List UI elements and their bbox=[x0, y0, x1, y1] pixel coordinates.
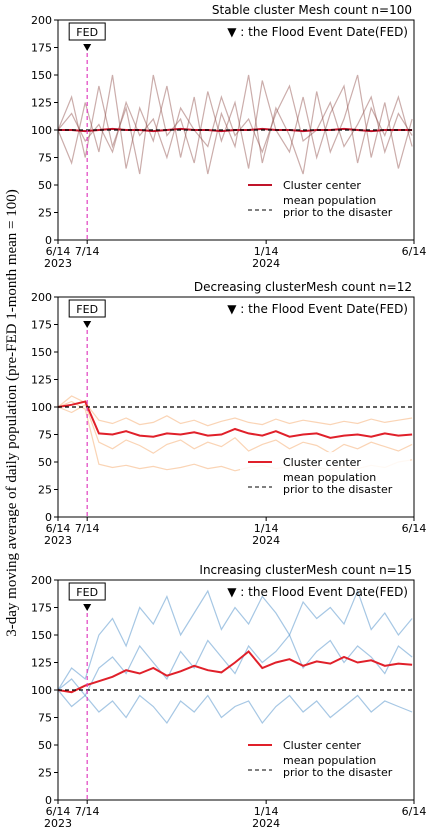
y-tick-label: 150 bbox=[31, 69, 52, 82]
legend-label: mean population prior to the disaster bbox=[283, 471, 393, 496]
chart-title: Stable cluster Mesh count n=100 bbox=[212, 3, 412, 17]
y-tick-label: 0 bbox=[45, 794, 52, 807]
event-marker bbox=[83, 44, 92, 51]
legend-label: mean population prior to the disaster bbox=[283, 194, 393, 219]
y-tick-label: 75 bbox=[38, 429, 52, 442]
y-tick-label: 125 bbox=[31, 97, 52, 110]
mesh-line bbox=[58, 589, 413, 691]
x-tick-label: 1/14 2024 bbox=[252, 245, 280, 270]
x-tick-label: 7/14 bbox=[75, 522, 100, 535]
cluster-center-line bbox=[58, 400, 413, 439]
y-tick-label: 150 bbox=[31, 629, 52, 642]
y-tick-label: 100 bbox=[31, 684, 52, 697]
y-axis-label: 3-day moving average of daily population… bbox=[4, 189, 20, 637]
x-tick-label: 6/14 2023 bbox=[44, 245, 72, 270]
y-tick-label: 125 bbox=[31, 374, 52, 387]
event-note: ▼ : the Flood Event Date(FED) bbox=[227, 585, 408, 599]
y-tick-label: 25 bbox=[38, 207, 52, 220]
event-box bbox=[68, 22, 106, 41]
mesh-line bbox=[58, 689, 413, 725]
frame bbox=[57, 579, 415, 801]
y-tick-label: 50 bbox=[38, 739, 52, 752]
y-tick-label: 175 bbox=[31, 319, 52, 332]
chart-title: Decreasing clusterMesh count n=12 bbox=[194, 280, 412, 294]
y-tick-label: 75 bbox=[38, 152, 52, 165]
lines bbox=[58, 74, 413, 175]
legend-label: mean population prior to the disaster bbox=[283, 754, 393, 779]
mesh-line bbox=[58, 395, 413, 427]
mesh-line bbox=[58, 74, 413, 175]
x-tick-label: 6/14 2023 bbox=[44, 805, 72, 827]
event-label: FED bbox=[76, 303, 98, 316]
x-tick-label: 1/14 2024 bbox=[252, 522, 280, 547]
lines bbox=[58, 395, 413, 472]
x-tick-label: 6/14 bbox=[402, 522, 427, 535]
y-tick-label: 25 bbox=[38, 484, 52, 497]
x-tick-label: 7/14 bbox=[75, 805, 100, 818]
y-tick-label: 75 bbox=[38, 712, 52, 725]
panel: Stable cluster Mesh count n=100 0 25 50 75 10… bbox=[31, 3, 426, 270]
x-tick-label: 6/14 bbox=[402, 805, 427, 818]
y-tick-label: 175 bbox=[31, 42, 52, 55]
y-tick-label: 0 bbox=[45, 234, 52, 247]
y-tick-label: 150 bbox=[31, 346, 52, 359]
y-tick-label: 25 bbox=[38, 767, 52, 780]
legend-label: Cluster center bbox=[283, 179, 361, 192]
y-tick-label: 0 bbox=[45, 511, 52, 524]
x-tick-label: 6/14 2023 bbox=[44, 522, 72, 547]
y-tick-label: 200 bbox=[31, 574, 52, 587]
event-box bbox=[68, 582, 106, 601]
y-tick-label: 100 bbox=[31, 401, 52, 414]
x-tick-label: 1/14 2024 bbox=[252, 805, 280, 827]
mesh-line bbox=[58, 633, 413, 697]
y-tick-label: 200 bbox=[31, 14, 52, 27]
event-note: ▼ : the Flood Event Date(FED) bbox=[227, 302, 408, 316]
event-marker bbox=[83, 604, 92, 611]
cluster-center-line bbox=[58, 650, 413, 694]
event-note: ▼ : the Flood Event Date(FED) bbox=[227, 25, 408, 39]
y-tick-label: 175 bbox=[31, 602, 52, 615]
legend-label: Cluster center bbox=[283, 456, 361, 469]
chart-title: Increasing clusterMesh count n=15 bbox=[199, 563, 412, 577]
mesh-line bbox=[58, 74, 413, 175]
y-tick-label: 125 bbox=[31, 657, 52, 670]
event-marker bbox=[83, 321, 92, 328]
panel: Increasing clusterMesh count n=15 0 25 50 75… bbox=[31, 563, 427, 830]
x-tick-label: 7/14 bbox=[75, 245, 100, 258]
y-tick-label: 50 bbox=[38, 456, 52, 469]
x-tick-label: 6/14 bbox=[402, 245, 427, 258]
mesh-line bbox=[58, 403, 413, 454]
mesh-line bbox=[58, 84, 413, 160]
legend-label: Cluster center bbox=[283, 739, 361, 752]
y-tick-label: 200 bbox=[31, 291, 52, 304]
frame bbox=[57, 296, 415, 518]
y-tick-label: 50 bbox=[38, 179, 52, 192]
event-label: FED bbox=[76, 586, 98, 599]
lines bbox=[58, 589, 413, 725]
y-tick-label: 100 bbox=[31, 124, 52, 137]
panel: Decreasing clusterMesh count n=12 0 25 50 75… bbox=[31, 280, 426, 547]
event-box bbox=[68, 299, 106, 318]
frame bbox=[57, 19, 415, 241]
event-label: FED bbox=[76, 26, 98, 39]
